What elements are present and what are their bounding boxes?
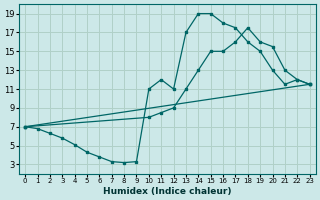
X-axis label: Humidex (Indice chaleur): Humidex (Indice chaleur) <box>103 187 232 196</box>
